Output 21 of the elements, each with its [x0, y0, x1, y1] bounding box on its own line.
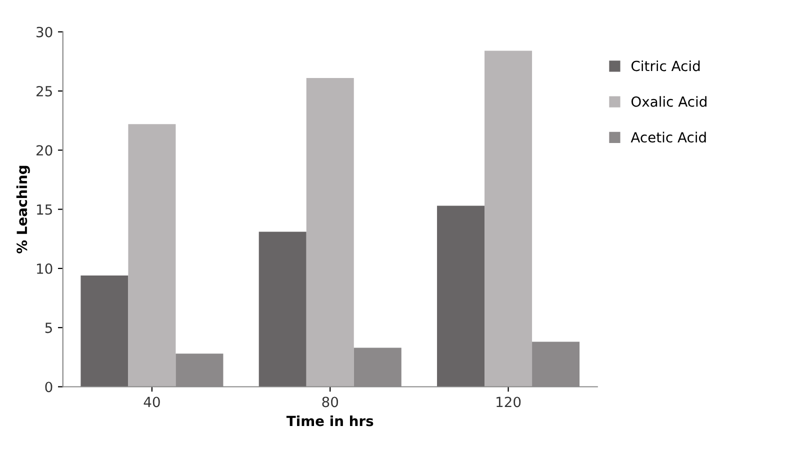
y-tick-label: 30: [36, 26, 52, 38]
bar: [306, 78, 354, 387]
bar: [80, 276, 128, 387]
x-axis-title: Time in hrs: [286, 415, 374, 426]
y-tick-label: 10: [37, 263, 52, 274]
bar: [128, 124, 176, 387]
bar: [258, 232, 306, 387]
y-tick-label: 0: [45, 382, 52, 392]
y-tick-label: 5: [45, 322, 52, 334]
y-tick-label: 15: [37, 204, 52, 215]
y-tick-label: 25: [36, 86, 52, 96]
legend-label: Acetic Acid: [630, 132, 706, 143]
x-tick-label: 80: [322, 396, 338, 408]
x-tick-label: 40: [144, 396, 160, 408]
y-tick-label: 20: [36, 145, 52, 156]
bar: [484, 50, 532, 387]
legend-label: Citric Acid: [631, 60, 700, 72]
y-axis-title: % Leaching: [16, 166, 30, 254]
legend-label: Oxalic Acid: [631, 96, 706, 107]
bar: [437, 206, 485, 387]
x-tick-label: 120: [496, 396, 521, 408]
